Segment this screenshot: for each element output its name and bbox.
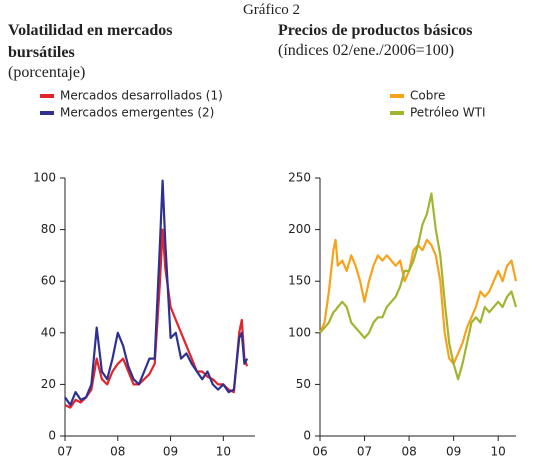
x-tick-label: 08 [110, 445, 125, 459]
figure-title: Gráfico 2 [242, 2, 301, 18]
chart-title: Precios de productos básicos [278, 22, 473, 39]
x-tick-label: 06 [312, 445, 327, 459]
chart-subtitle: (índices 02/ene./2006=100) [278, 42, 455, 59]
x-tick-label: 07 [57, 445, 72, 459]
y-tick-label: 100 [33, 171, 56, 185]
y-tick-label: 40 [41, 325, 56, 339]
x-tick-label: 10 [491, 445, 506, 459]
series-line [64, 179, 249, 407]
y-tick-label: 0 [48, 429, 56, 443]
y-tick-label: 100 [288, 325, 311, 339]
y-tick-label: 200 [288, 222, 311, 236]
series-line [319, 192, 518, 381]
legend-label: Petróleo WTI [410, 106, 486, 120]
x-tick-label: 08 [401, 445, 416, 459]
x-tick-label: 09 [163, 445, 178, 459]
chart-subtitle: (porcentaje) [8, 64, 86, 81]
y-tick-label: 250 [288, 171, 311, 185]
y-tick-label: 20 [41, 377, 56, 391]
y-tick-label: 60 [41, 274, 56, 288]
y-tick-label: 150 [288, 274, 311, 288]
y-tick-label: 0 [303, 429, 311, 443]
legend-label: Mercados desarrollados (1) [60, 89, 223, 103]
legend-label: Mercados emergentes (2) [60, 106, 214, 120]
chart-title: Volatilidad en mercados bursátiles [8, 22, 173, 61]
x-tick-label: 07 [357, 445, 372, 459]
x-tick-label: 10 [216, 445, 231, 459]
legend-label: Cobre [410, 89, 445, 103]
series-line [318, 238, 518, 365]
y-tick-label: 50 [296, 377, 311, 391]
y-tick-label: 80 [41, 222, 56, 236]
x-tick-label: 09 [446, 445, 461, 459]
